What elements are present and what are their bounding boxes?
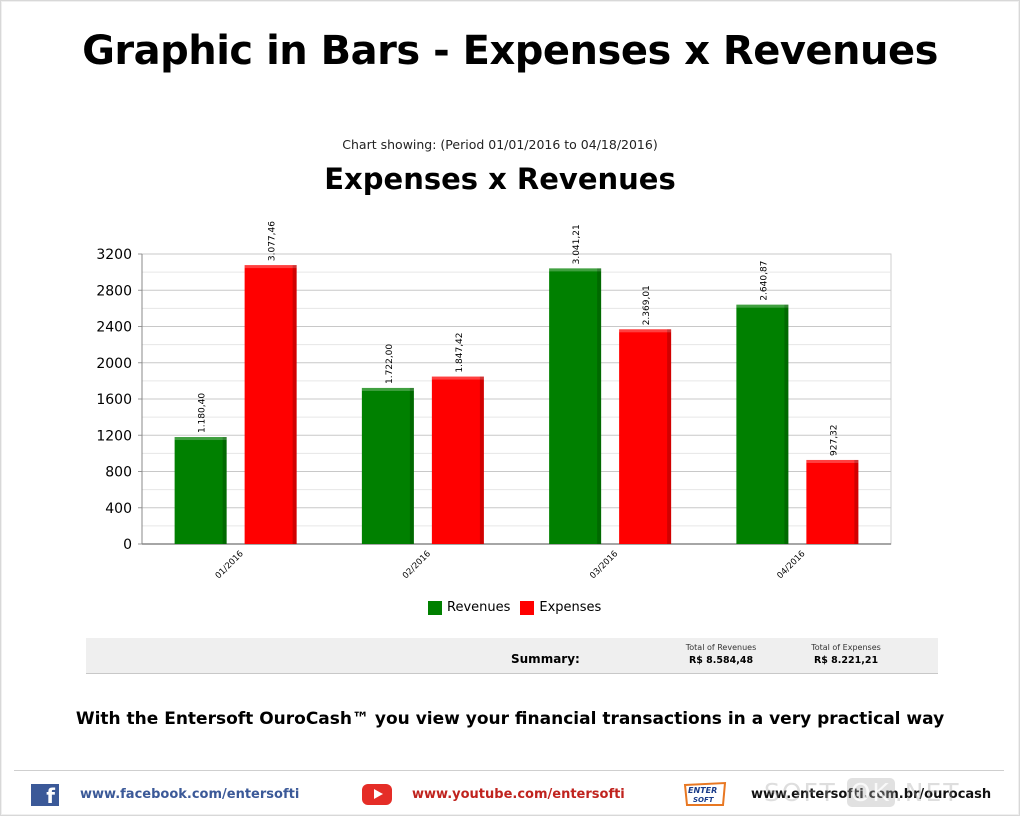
x-tick-label: 04/2016	[775, 549, 807, 581]
data-label: 1.722,00	[385, 344, 395, 384]
legend-label-revenues: Revenues	[447, 600, 511, 615]
bar-shadow	[479, 376, 484, 544]
bar-highlight	[361, 387, 414, 391]
data-label: 1.180,40	[198, 393, 208, 433]
footer: f www.facebook.com/entersofti www.youtub…	[0, 778, 1020, 810]
entersoft-logo-icon: ENTER SOFT	[683, 781, 727, 806]
legend-item-expenses: Expenses	[520, 600, 601, 615]
total-expenses-value: R$ 8.221,21	[813, 655, 879, 666]
bar-shadow	[597, 268, 602, 544]
total-expenses: Total of Expenses R$ 8.221,21	[791, 643, 901, 666]
y-tick-label: 2400	[96, 320, 132, 336]
total-expenses-header: Total of Expenses	[811, 643, 881, 652]
bar-expenses	[431, 376, 484, 544]
y-tick-label: 2800	[96, 283, 132, 299]
bar-revenues	[361, 387, 414, 544]
y-tick-label: 1200	[96, 428, 132, 444]
x-tick-label: 03/2016	[588, 549, 620, 581]
bar-revenues	[736, 304, 789, 544]
chart-legend: Revenues Expenses	[428, 600, 611, 615]
bar-shadow	[292, 265, 297, 544]
data-label: 2.640,87	[759, 261, 769, 301]
caption: With the Entersoft OuroCash™ you view yo…	[75, 709, 945, 729]
legend-item-revenues: Revenues	[428, 600, 510, 615]
bar-revenues	[549, 268, 602, 544]
bar-expenses	[244, 265, 297, 544]
bar-highlight	[431, 376, 484, 380]
facebook-link[interactable]: www.facebook.com/entersofti	[80, 787, 300, 802]
watermark-right: .NET	[894, 778, 961, 807]
bar-highlight	[806, 459, 859, 463]
x-tick-label: 01/2016	[214, 549, 246, 581]
svg-text:SOFT: SOFT	[693, 796, 715, 804]
youtube-link[interactable]: www.youtube.com/entersofti	[412, 787, 625, 802]
youtube-icon[interactable]	[362, 784, 392, 805]
y-tick-label: 1600	[96, 392, 132, 408]
page-title: Graphic in Bars - Expenses x Revenues	[82, 28, 938, 74]
total-revenues-header: Total of Revenues	[685, 643, 757, 652]
data-label: 1.847,42	[455, 332, 465, 372]
legend-swatch-revenues	[428, 600, 442, 615]
bar-chart: 0 400 800 1200 1600 2000 2400 2800 3200 1.180,40 3…	[96, 221, 892, 581]
footer-divider	[14, 770, 1004, 771]
bar-shadow	[784, 304, 789, 544]
watermark: SOFT OK .NET	[764, 778, 961, 807]
bar-shadow	[222, 437, 227, 544]
legend-swatch-expenses	[520, 600, 535, 615]
watermark-ok: OK	[846, 778, 895, 807]
bar-shadow	[854, 459, 859, 544]
bar-expenses	[619, 329, 672, 544]
y-tick-label: 400	[105, 501, 132, 517]
x-tick-label: 02/2016	[401, 549, 433, 581]
summary-bar: Summary: Total of Revenues R$ 8.584,48 T…	[86, 638, 938, 674]
bar-highlight	[619, 329, 672, 333]
bar-shadow	[409, 387, 414, 544]
website-link[interactable]: www.entersofti.com.br/ourocash	[751, 787, 992, 802]
bar-highlight	[174, 437, 227, 441]
watermark-left: SOFT	[764, 778, 837, 807]
chart-title: Expenses x Revenues	[324, 162, 676, 196]
data-label: 2.369,01	[642, 285, 652, 325]
svg-text:ENTER: ENTER	[688, 786, 717, 795]
bar-highlight	[736, 304, 789, 308]
chart-subtitle: Chart showing: (Period 01/01/2016 to 04/…	[342, 137, 658, 152]
bar-highlight	[549, 268, 602, 272]
summary-label: Summary:	[511, 652, 580, 666]
data-label: 3.077,46	[268, 221, 278, 261]
bar-revenues	[174, 437, 227, 544]
total-revenues-value: R$ 8.584,48	[688, 655, 754, 666]
bar-shadow	[667, 329, 672, 544]
total-revenues: Total of Revenues R$ 8.584,48	[666, 643, 776, 666]
data-label: 927,32	[829, 424, 839, 456]
data-label: 3.041,21	[572, 224, 582, 264]
y-tick-label: 2000	[96, 356, 132, 372]
legend-label-expenses: Expenses	[539, 600, 602, 615]
bar-highlight	[244, 265, 297, 269]
y-tick-label: 0	[123, 537, 132, 553]
facebook-icon[interactable]: f	[31, 784, 59, 808]
y-tick-label: 800	[105, 465, 132, 481]
y-tick-label: 3200	[96, 247, 132, 263]
bar-expenses	[806, 459, 859, 544]
